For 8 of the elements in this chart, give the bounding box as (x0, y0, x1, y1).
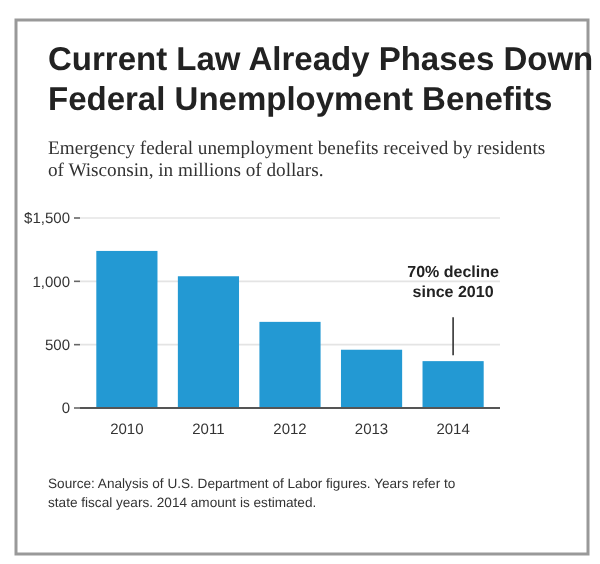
chart-subtitle: Emergency federal unemployment benefits received by residents of Wisconsin, in millions of dollars. (48, 138, 546, 182)
bar (96, 250, 158, 408)
chart-title: Current Law Already Phases Down Federal Unemployment Benefits (48, 42, 594, 118)
bar (422, 361, 484, 408)
bar (259, 321, 321, 408)
annotation: 70% decline since 2010 (407, 263, 500, 302)
bar (177, 276, 240, 408)
bar (340, 349, 403, 408)
